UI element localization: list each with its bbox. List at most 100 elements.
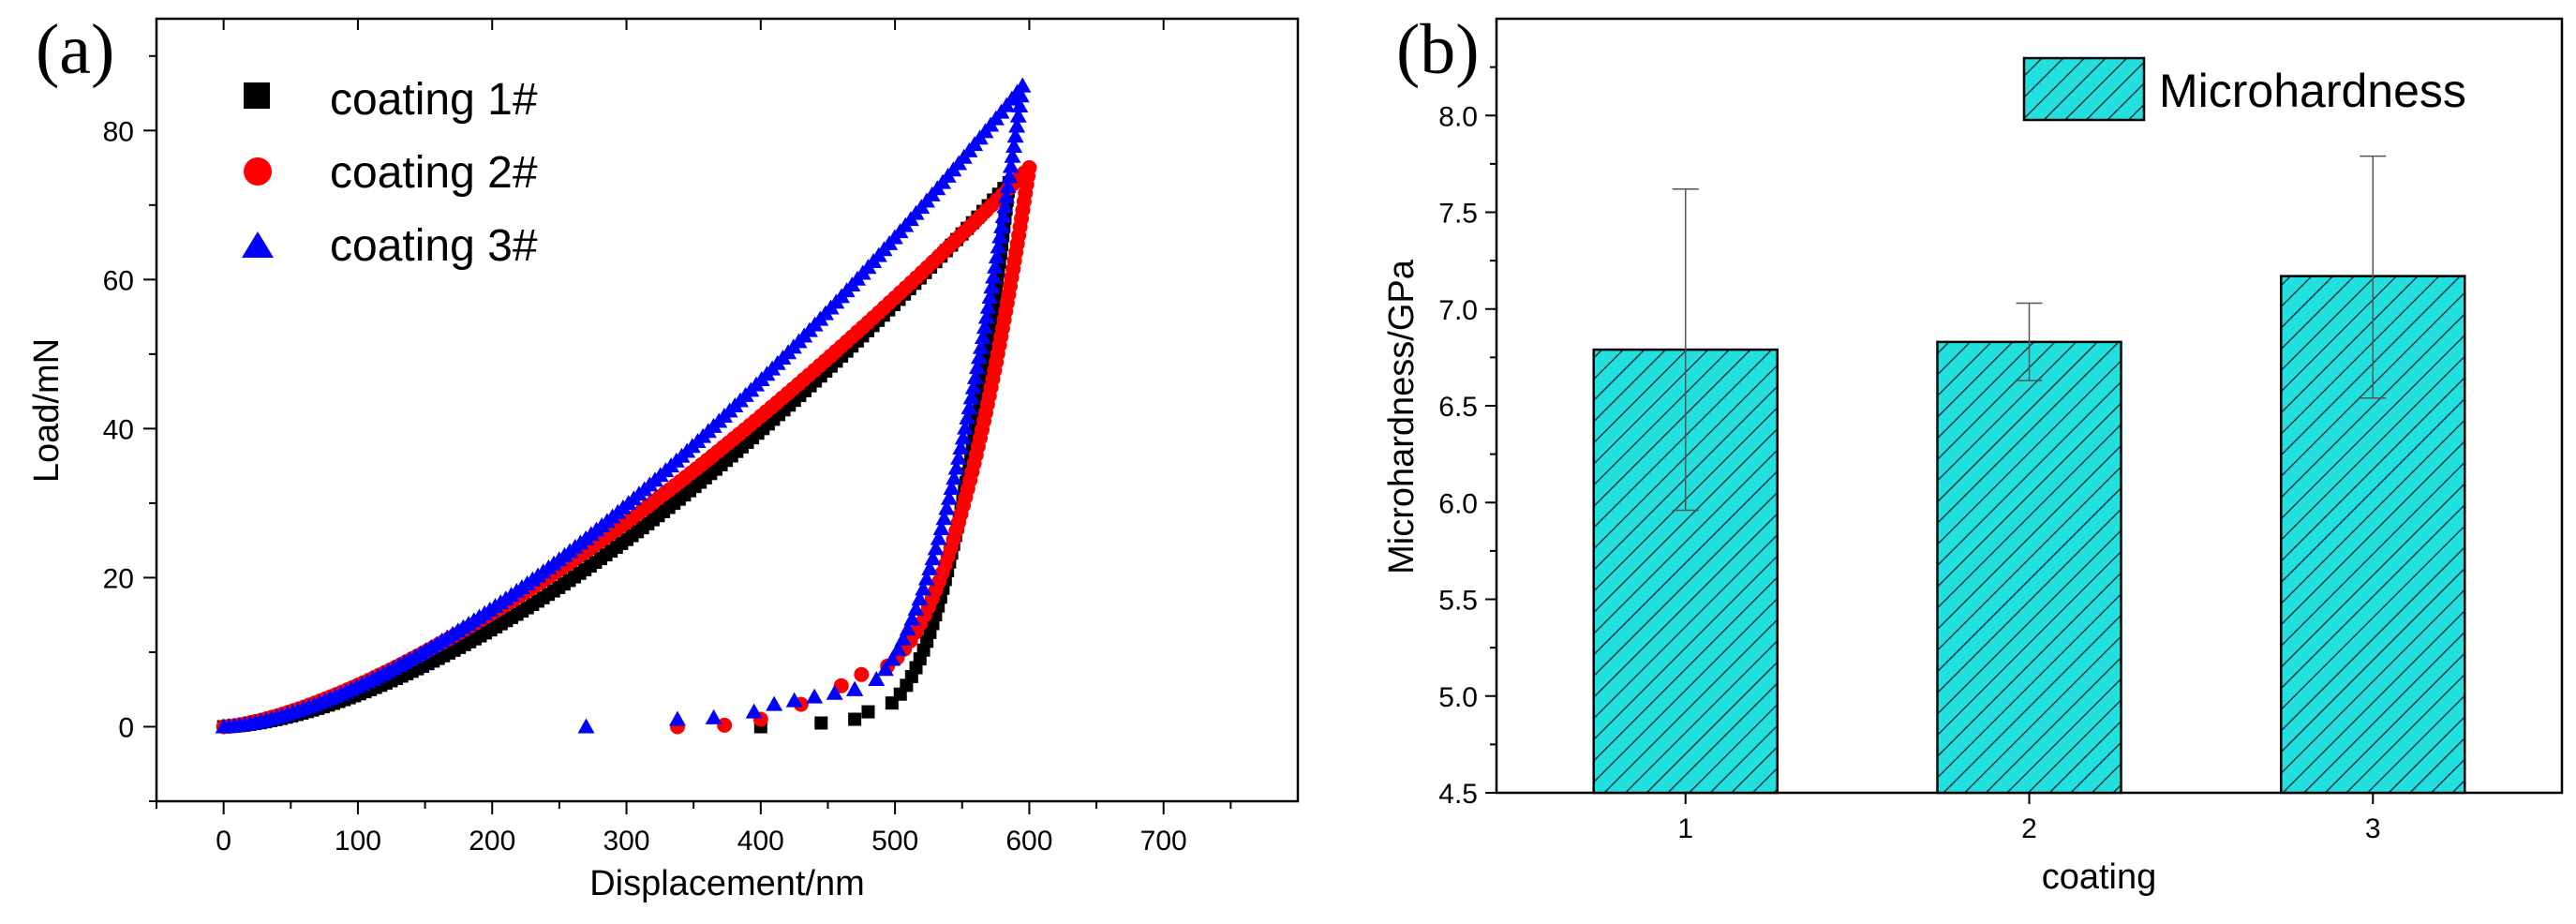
data-point-coating-3 [766, 695, 783, 711]
data-point-coating-3 [991, 228, 1009, 244]
data-point-coating-3 [668, 710, 686, 726]
data-point-coating-3 [957, 419, 975, 435]
panel-b-y-tick-label: 6.5 [1438, 392, 1478, 423]
data-point-coating-3 [1004, 147, 1021, 163]
panel-a-y-tick-label: 20 [103, 563, 134, 594]
panel-b-ticks: 4.5 5.0 5.5 6.0 6.5 7.0 7.5 8.0 1 2 3 [1438, 66, 2381, 844]
data-point-coating-3 [889, 640, 907, 656]
data-point-coating-3 [846, 680, 864, 696]
panel-a-x-tick-label: 300 [603, 826, 649, 857]
legend-label-microhardness: Microhardness [2159, 65, 2466, 117]
panel-b-x-tick-label: 1 [1677, 813, 1693, 844]
data-point-coating-1 [814, 716, 828, 730]
data-point-coating-3 [990, 238, 1007, 254]
legend-label-coating-1: coating 1# [330, 75, 538, 125]
data-point-coating-3 [745, 703, 763, 719]
data-point-coating-3 [868, 670, 886, 686]
panel-a-y-axis-title: Load/mN [27, 338, 67, 483]
data-point-coating-3 [938, 499, 956, 515]
data-point-coating-3 [972, 338, 990, 354]
data-point-coating-3 [935, 510, 953, 526]
panel-b-x-tick-label: 3 [2365, 813, 2381, 844]
panel-a-x-tick-label: 600 [1005, 826, 1052, 857]
data-point-coating-3 [705, 708, 722, 724]
data-point-coating-3 [966, 368, 984, 384]
data-point-coating-3 [894, 631, 912, 647]
data-point-coating-3 [968, 359, 986, 375]
data-point-coating-3 [930, 529, 947, 545]
legend-marker-coating-1 [244, 82, 270, 109]
data-point-coating-3 [946, 469, 963, 485]
data-point-coating-3 [977, 308, 995, 324]
data-point-coating-2 [833, 678, 849, 693]
panel-a-x-tick-label: 500 [871, 826, 918, 857]
data-point-coating-1 [885, 696, 899, 710]
data-point-coating-3 [577, 718, 595, 734]
data-point-coating-3 [1008, 117, 1026, 133]
data-point-coating-3 [970, 349, 988, 365]
panel-a: (a) 0 100 200 300 400 500 600 700 0 20 40 60 80 coat… [27, 10, 1300, 903]
data-point-coating-3 [974, 328, 991, 344]
data-point-coating-3 [964, 379, 982, 395]
data-point-coating-3 [1011, 97, 1029, 113]
legend-label-coating-3: coating 3# [330, 221, 538, 271]
data-point-coating-3 [997, 187, 1015, 203]
data-point-coating-3 [983, 278, 1001, 294]
data-point-coating-3 [1012, 87, 1030, 103]
data-point-coating-3 [917, 570, 935, 586]
panel-b-y-tick-label: 6.0 [1438, 488, 1478, 519]
legend-marker-coating-3 [242, 231, 274, 258]
data-point-coating-3 [950, 449, 968, 465]
data-point-coating-3 [927, 540, 945, 556]
data-point-coating-3 [1005, 137, 1023, 153]
panel-a-y-tick-label: 40 [103, 414, 134, 445]
data-point-coating-3 [962, 389, 980, 405]
data-point-coating-3 [876, 661, 894, 677]
panel-a-y-tick-label: 80 [103, 116, 134, 147]
data-point-coating-1 [861, 705, 875, 719]
panel-b-y-tick-label: 7.5 [1438, 199, 1478, 230]
data-point-coating-2 [854, 666, 870, 682]
data-point-coating-3 [1006, 127, 1024, 143]
data-point-coating-3 [986, 258, 1004, 274]
panel-b-legend: Microhardness [2022, 56, 2466, 122]
legend-label-coating-2: coating 2# [330, 148, 538, 198]
data-point-coating-3 [943, 480, 960, 495]
data-point-coating-3 [960, 399, 978, 415]
panel-a-ticks: 0 100 200 300 400 500 600 700 0 20 40 60 80 [103, 19, 1232, 857]
data-point-coating-3 [954, 429, 972, 445]
data-point-coating-3 [921, 559, 939, 575]
panel-a-y-tick-label: 60 [103, 265, 134, 296]
panel-b-x-axis-title: coating [2042, 857, 2157, 897]
panel-b: (b) 4.5 5.0 5.5 6.0 6.5 7.0 7.5 8.0 1 2 3 Microhar… [1382, 10, 2564, 897]
data-point-coating-3 [981, 289, 999, 305]
data-point-coating-3 [999, 177, 1017, 193]
data-point-coating-2 [717, 717, 733, 733]
panel-a-x-tick-label: 400 [737, 826, 784, 857]
legend-marker-coating-2 [244, 157, 272, 186]
data-point-coating-3 [1014, 77, 1032, 93]
panel-a-x-axis-title: Displacement/nm [589, 864, 865, 903]
data-point-coating-3 [884, 650, 901, 666]
panel-a-x-tick-label: 100 [335, 826, 381, 857]
data-point-coating-3 [1002, 157, 1020, 173]
panel-b-y-tick-label: 5.0 [1438, 682, 1478, 713]
panel-a-x-tick-label: 0 [216, 826, 231, 857]
data-point-coating-3 [979, 298, 997, 314]
data-point-coating-3 [952, 440, 970, 455]
data-point-coating-3 [975, 319, 993, 335]
panel-b-y-tick-label: 7.0 [1438, 295, 1478, 326]
panel-b-y-axis-title: Microhardness/GPa [1382, 259, 1422, 574]
panel-b-y-tick-label: 8.0 [1438, 101, 1478, 132]
data-point-coating-3 [959, 409, 976, 425]
data-point-coating-3 [932, 519, 950, 535]
data-point-coating-3 [940, 489, 958, 505]
panel-b-y-tick-label: 5.5 [1438, 586, 1478, 617]
panel-a-frame [155, 17, 1300, 803]
data-point-coating-3 [992, 217, 1010, 233]
panel-a-x-tick-label: 700 [1140, 826, 1187, 857]
data-point-coating-3 [806, 688, 824, 704]
panel-a-legend: coating 1# coating 2# coating 3# [242, 75, 538, 271]
data-point-coating-3 [915, 580, 932, 596]
data-point-coating-3 [985, 268, 1003, 284]
